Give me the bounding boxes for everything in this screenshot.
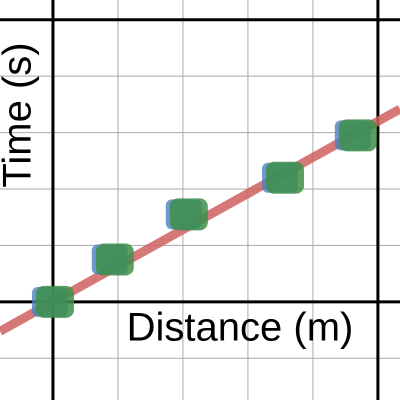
point-face xyxy=(95,243,134,276)
point-face xyxy=(169,198,208,231)
point-face xyxy=(338,119,377,152)
marks xyxy=(0,105,400,336)
point xyxy=(262,161,305,194)
point xyxy=(31,285,74,318)
point-face xyxy=(266,161,305,194)
point xyxy=(91,243,134,276)
point xyxy=(165,198,208,231)
x-axis-label: Distance (m) xyxy=(127,306,354,350)
point-face xyxy=(35,285,74,318)
point xyxy=(334,119,377,152)
y-axis-label: Time (s) xyxy=(0,42,40,187)
